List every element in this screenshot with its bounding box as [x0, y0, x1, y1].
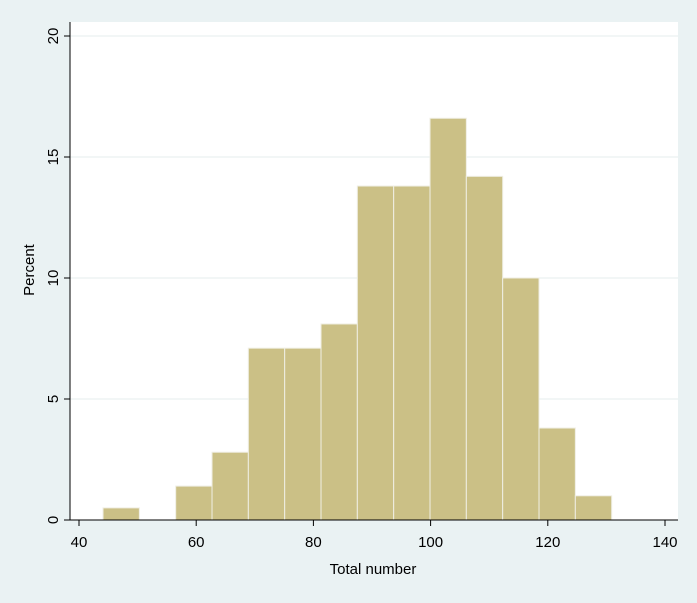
y-tick-label: 15	[45, 149, 62, 166]
histogram-bar	[429, 117, 467, 521]
histogram-bar	[320, 323, 358, 521]
x-tick-label: 40	[71, 534, 88, 551]
x-tick-label: 60	[188, 534, 205, 551]
histogram-bar	[538, 427, 576, 521]
histogram-bar	[465, 175, 504, 521]
x-axis-title: Total number	[330, 561, 417, 578]
histogram-bar	[247, 347, 286, 521]
x-tick-label: 100	[418, 534, 443, 551]
axes	[64, 22, 678, 526]
histogram-bar	[356, 185, 395, 521]
y-tick-label: 0	[45, 516, 62, 524]
x-tick-label: 140	[652, 534, 677, 551]
histogram-bar	[393, 185, 431, 521]
histogram-bar	[102, 507, 140, 521]
tick-labels: 40 60 80 100 120 140 0 5 10 15 20	[45, 28, 678, 551]
histogram-bar	[284, 347, 322, 521]
histogram-bar	[502, 277, 540, 521]
y-axis-title: Percent	[21, 243, 38, 296]
histogram-bar	[574, 495, 613, 521]
y-tick-label: 10	[45, 270, 62, 287]
histogram-bar	[175, 485, 213, 521]
y-tick-label: 5	[45, 395, 62, 403]
y-tick-label: 20	[45, 28, 62, 45]
histogram-bar	[211, 451, 249, 521]
x-tick-label: 80	[305, 534, 322, 551]
x-tick-label: 120	[535, 534, 560, 551]
